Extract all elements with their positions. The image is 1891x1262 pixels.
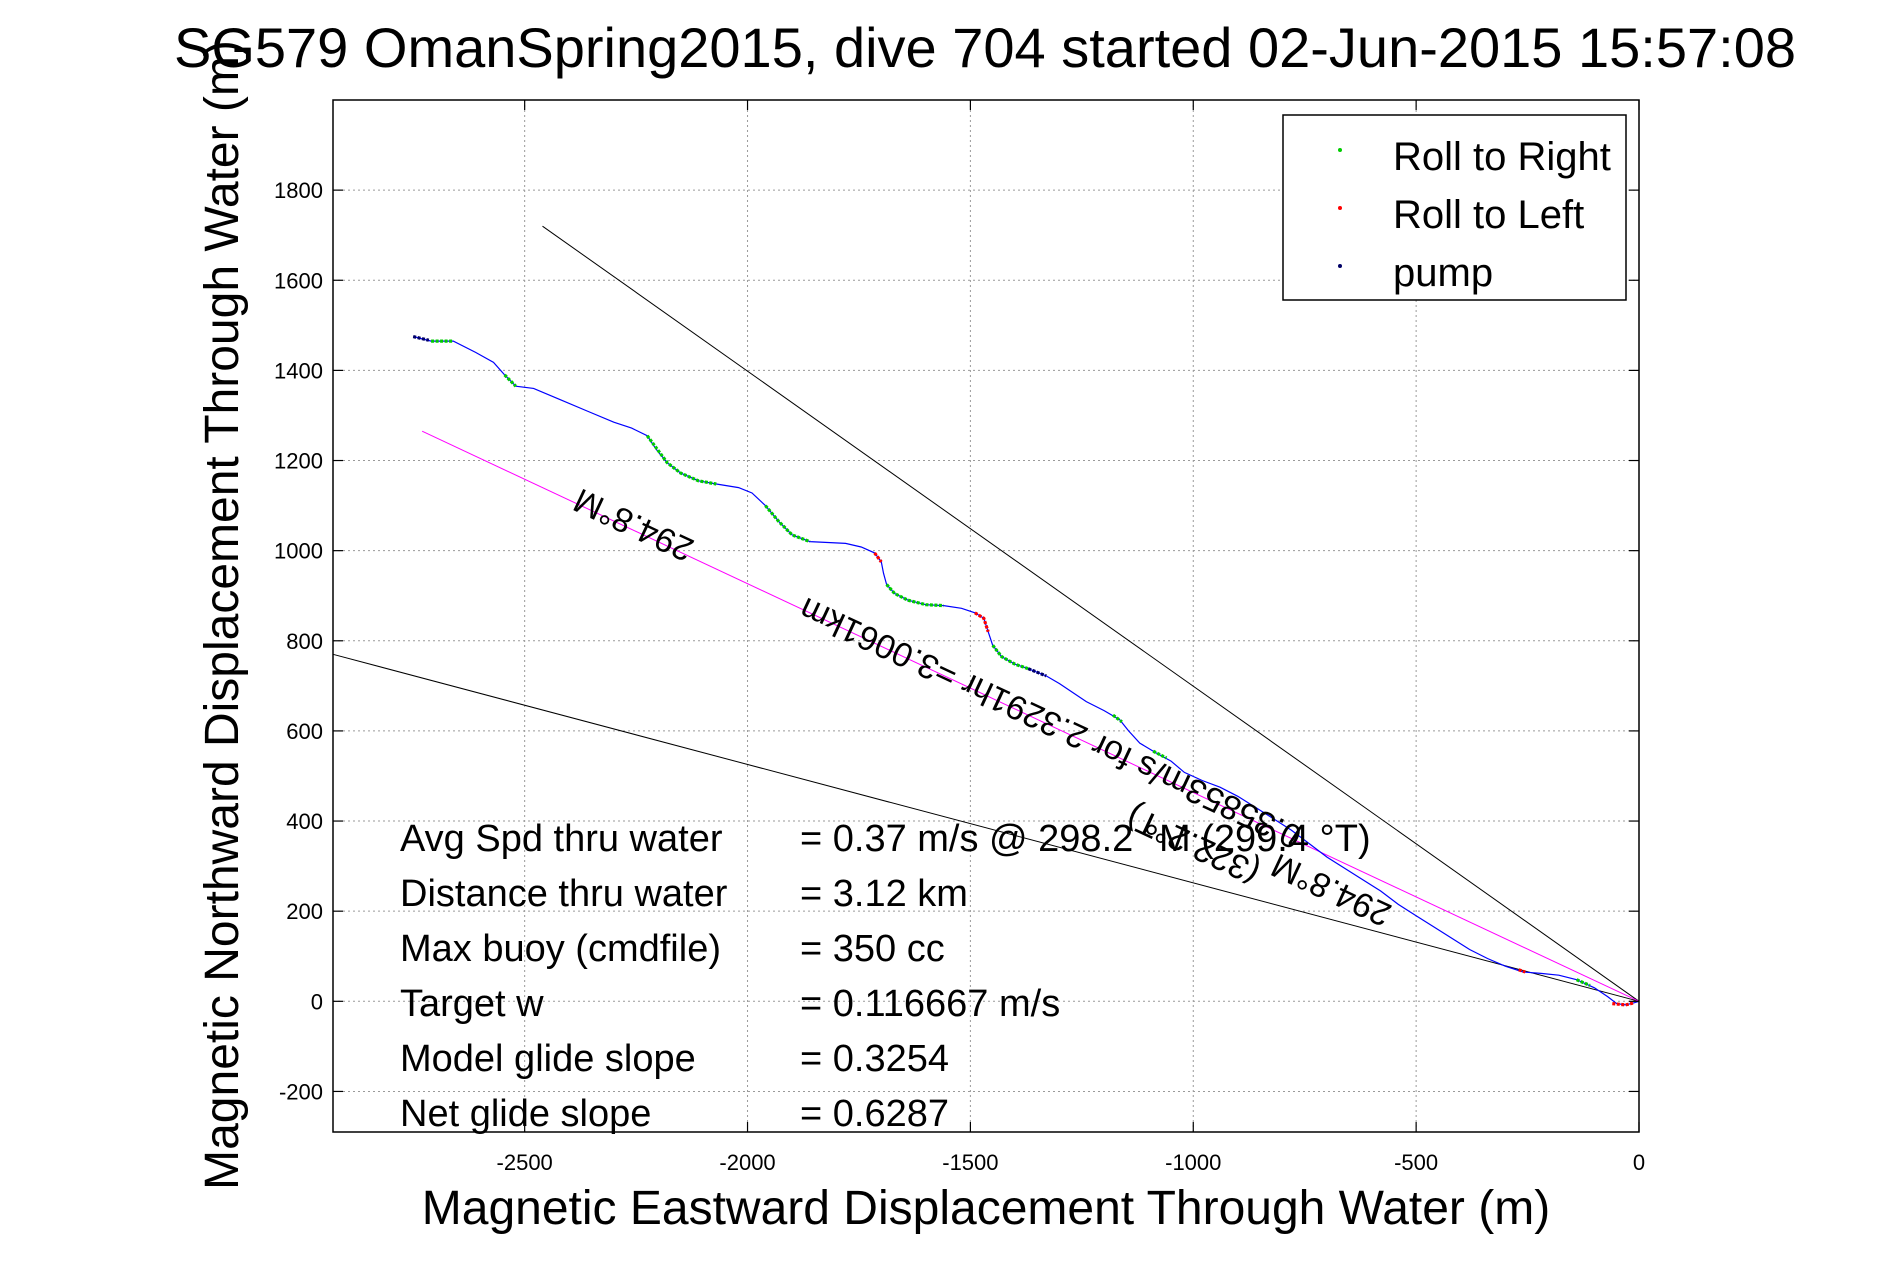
- roll-right-segment: [645, 434, 717, 486]
- roll-right-segment: [1152, 749, 1168, 760]
- x-tick-label: -1000: [1165, 1150, 1221, 1175]
- roll-left-segment: [1518, 968, 1526, 974]
- roll-right-segment: [885, 583, 944, 608]
- x-tick-label: 0: [1633, 1150, 1645, 1175]
- reference-line: [542, 225, 1640, 1002]
- y-tick-label: -200: [279, 1079, 323, 1104]
- legend-label-pump: pump: [1393, 251, 1493, 295]
- stats-label: Max buoy (cmdfile): [400, 928, 721, 970]
- roll-right-segment: [503, 373, 517, 388]
- x-tick-label: -500: [1394, 1150, 1438, 1175]
- track-layer: [412, 335, 1640, 1007]
- y-tick-label: 1000: [274, 539, 323, 564]
- legend-label-roll-right: Roll to Right: [1393, 135, 1611, 179]
- stats-label: Avg Spd thru water: [400, 818, 723, 860]
- stats-value: = 3.12 km: [800, 873, 968, 915]
- stats-label: Net glide slope: [400, 1093, 651, 1135]
- legend-marker-roll-right: [1338, 148, 1342, 152]
- y-tick-label: 1400: [274, 358, 323, 383]
- legend: Roll to Right Roll to Left pump: [1282, 114, 1627, 301]
- pump-segment: [412, 335, 430, 342]
- y-tick-label: 1200: [274, 449, 323, 474]
- x-tick-label: -2000: [719, 1150, 775, 1175]
- stats-value: = 0.37 m/s @ 298.2 °M (299.4 °T): [800, 818, 1371, 860]
- legend-marker-roll-left: [1338, 206, 1342, 210]
- x-tick-label: -2500: [497, 1150, 553, 1175]
- stats-label: Distance thru water: [400, 873, 728, 915]
- y-tick-label: 800: [286, 629, 323, 654]
- stats-value: = 0.3254: [800, 1038, 949, 1080]
- roll-left-segment: [974, 611, 990, 633]
- stats-value: = 350 cc: [800, 928, 945, 970]
- y-tick-label: 1600: [274, 268, 323, 293]
- y-tick-label: 600: [286, 719, 323, 744]
- roll-right-segment: [1112, 713, 1123, 724]
- roll-right-segment: [991, 644, 1029, 671]
- y-tick-label: 1800: [274, 178, 323, 203]
- pump-segment: [1027, 667, 1047, 678]
- y-axis-label: Magnetic Northward Displacement Through …: [196, 40, 249, 1190]
- stats-value: = 0.6287: [800, 1093, 949, 1135]
- reference-lines: [332, 225, 1640, 1002]
- y-tick-label: 400: [286, 809, 323, 834]
- chart-title: SG579 OmanSpring2015, dive 704 started 0…: [174, 16, 1796, 79]
- roll-right-segment: [764, 504, 811, 544]
- y-tick-label: 0: [311, 989, 323, 1014]
- roll-right-segment: [1575, 978, 1591, 987]
- stats-label: Model glide slope: [400, 1038, 696, 1080]
- legend-label-roll-left: Roll to Left: [1393, 193, 1584, 237]
- stats-value: = 0.116667 m/s: [800, 983, 1060, 1025]
- y-tick-label: 200: [286, 899, 323, 924]
- stats-label: Target w: [400, 983, 544, 1025]
- x-tick-label: -1500: [942, 1150, 998, 1175]
- roll-left-segment: [873, 551, 883, 563]
- legend-marker-pump: [1338, 264, 1342, 268]
- x-axis-label: Magnetic Eastward Displacement Through W…: [422, 1182, 1550, 1235]
- reference-line: [332, 653, 1640, 1002]
- roll-left-segment: [1612, 1001, 1635, 1007]
- reference-line: [421, 430, 1640, 1002]
- plot-frame: [332, 99, 1640, 1133]
- stats-block: Avg Spd thru water = 0.37 m/s @ 298.2 °M …: [400, 818, 1371, 1135]
- ticks: -2500 -2000 -1500 -1000 -500 0-20002004006008…: [274, 100, 1645, 1175]
